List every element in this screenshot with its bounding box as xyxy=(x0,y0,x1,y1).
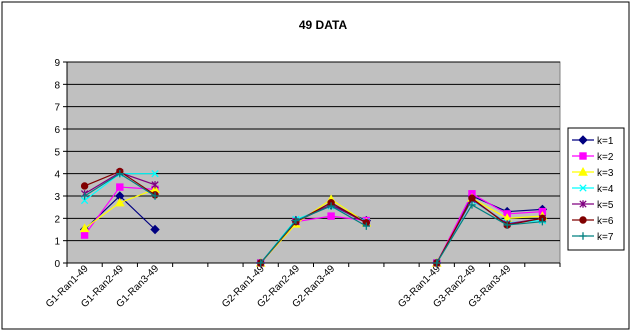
data-point xyxy=(468,201,476,209)
series-line xyxy=(436,192,543,264)
series-line xyxy=(436,197,543,264)
data-point xyxy=(80,182,89,190)
legend-label: k=5 xyxy=(597,200,614,211)
y-tick-label: 5 xyxy=(54,147,60,158)
data-point xyxy=(579,232,587,240)
data-point xyxy=(151,170,159,178)
legend-item: k=5 xyxy=(572,200,614,211)
legend-box xyxy=(567,127,625,251)
legend-item: k=4 xyxy=(572,184,614,195)
y-tick-label: 6 xyxy=(54,125,60,136)
data-point xyxy=(579,184,587,192)
data-point xyxy=(327,212,335,220)
legend-item: k=2 xyxy=(572,152,614,163)
data-point xyxy=(151,192,159,200)
plot-background xyxy=(66,61,561,264)
data-point xyxy=(538,217,547,226)
data-point xyxy=(114,197,125,207)
data-point xyxy=(80,231,89,239)
y-tick-label: 0 xyxy=(54,259,60,270)
data-point xyxy=(327,202,335,210)
data-point xyxy=(503,221,511,229)
legend: k=1 k=2 k=3 k=4 k=5 k=6 k=7 xyxy=(567,127,625,251)
y-tick-label: 4 xyxy=(54,170,60,181)
data-point xyxy=(579,216,587,224)
legend-label: k=1 xyxy=(597,136,614,147)
y-tick-label: 1 xyxy=(54,237,60,248)
legend-label: k=4 xyxy=(597,184,614,195)
y-tick-label: 7 xyxy=(54,103,60,114)
data-point xyxy=(256,259,265,267)
y-tick-label: 9 xyxy=(54,58,60,69)
y-tick-label: 3 xyxy=(54,192,60,203)
legend-item: k=1 xyxy=(572,135,614,147)
data-point xyxy=(150,224,160,235)
data-point xyxy=(578,166,588,176)
data-point xyxy=(468,194,476,202)
data-point xyxy=(578,135,588,145)
series-line xyxy=(260,205,367,264)
data-point xyxy=(579,200,587,208)
series-k=7 xyxy=(80,169,547,267)
legend-label: k=7 xyxy=(597,232,614,243)
data-point xyxy=(80,192,89,200)
data-point xyxy=(116,183,124,191)
series-line xyxy=(436,204,543,264)
data-point xyxy=(151,181,159,189)
data-point xyxy=(579,152,587,160)
legend-item: k=6 xyxy=(572,216,614,227)
legend-label: k=6 xyxy=(597,216,614,227)
chart-title: 49 DATA xyxy=(299,18,348,32)
legend-label: k=2 xyxy=(597,152,614,163)
data-point xyxy=(79,223,90,233)
data-point xyxy=(362,222,371,230)
legend-item: k=3 xyxy=(572,166,614,179)
legend-label: k=3 xyxy=(597,168,614,179)
data-point xyxy=(80,196,89,205)
data-point xyxy=(292,216,300,225)
data-point xyxy=(116,169,124,178)
y-tick-label: 8 xyxy=(54,80,60,91)
y-tick-label: 2 xyxy=(54,214,60,225)
data-point xyxy=(433,259,441,267)
legend-item: k=7 xyxy=(572,232,614,243)
